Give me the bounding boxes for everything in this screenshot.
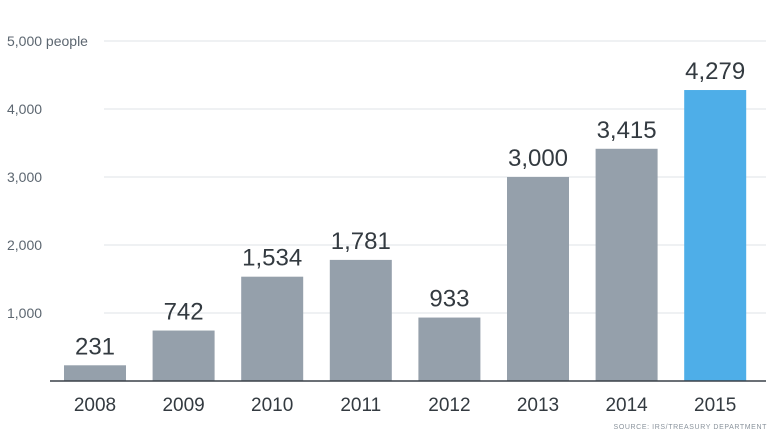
data-label: 3,415: [597, 117, 657, 144]
y-tick-label: 5,000 people: [7, 33, 88, 49]
y-tick-label: 2,000: [7, 237, 42, 253]
y-tick-label: 1,000: [7, 305, 42, 321]
bars: [64, 90, 747, 381]
x-tick-label: 2012: [428, 395, 470, 416]
bar-2011: [329, 259, 392, 381]
labels: 1,000 2,000 3,000 4,000 5,000 people 231 2008 7…: [7, 33, 745, 416]
data-label: 933: [429, 286, 469, 313]
y-tick-label: 3,000: [7, 169, 42, 185]
bar-2013: [507, 177, 569, 381]
y-tick-label: 4,000: [7, 101, 42, 117]
data-label: 1,534: [242, 245, 302, 272]
x-tick-label: 2013: [517, 395, 559, 416]
bar-2010: [241, 276, 304, 381]
x-tick-label: 2011: [340, 395, 381, 416]
data-label: 3,000: [508, 145, 568, 172]
x-tick-label: 2014: [605, 395, 648, 416]
x-tick-label: 2010: [251, 395, 293, 416]
source-note: SOURCE: IRS/TREASURY DEPARTMENT: [614, 424, 768, 431]
data-label: 231: [75, 333, 115, 360]
bar-2008: [64, 365, 126, 381]
gridlines: [104, 40, 766, 314]
bar-2015: [684, 90, 747, 381]
data-label: 4,279: [685, 58, 745, 85]
x-tick-label: 2009: [162, 395, 204, 416]
bar-2012: [418, 317, 481, 381]
bar-2009: [152, 330, 215, 381]
data-label: 742: [164, 299, 204, 326]
bar-2014: [595, 148, 658, 381]
data-label: 1,781: [331, 228, 391, 255]
x-tick-label: 2015: [694, 395, 736, 416]
x-tick-label: 2008: [74, 395, 116, 416]
